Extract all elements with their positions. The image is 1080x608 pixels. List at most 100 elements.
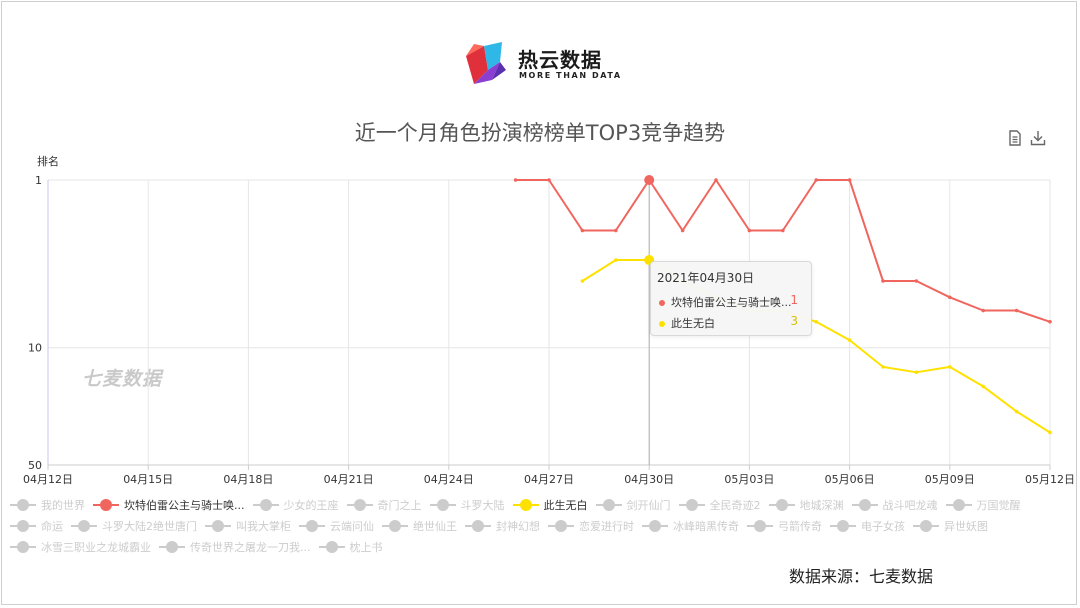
legend-symbol: [548, 519, 574, 532]
legend-item[interactable]: 冰峰暗黑传奇: [642, 517, 739, 534]
data-point: [881, 365, 885, 369]
legend-item[interactable]: 斗罗大陆: [429, 496, 505, 513]
legend-item[interactable]: 少女的王座: [252, 496, 339, 513]
chart-tooltip: 2021年04月30日 坎特伯雷公主与骑士唤... 1 此生无白 3: [650, 261, 812, 336]
tooltip-marker: [659, 320, 665, 327]
legend-label: 绝世仙王: [413, 519, 457, 533]
data-point: [680, 228, 685, 233]
legend-symbol: [678, 498, 705, 511]
x-tick-label: 04月30日: [624, 473, 674, 486]
x-tick-label: 04月18日: [223, 473, 273, 486]
data-point: [781, 228, 785, 233]
legend-symbol: [205, 519, 231, 532]
legend-item[interactable]: 异世妖图: [913, 517, 988, 534]
legend-label: 奇门之上: [377, 498, 422, 512]
data-point: [847, 178, 852, 182]
data-point: [547, 178, 551, 182]
legend-symbol: [10, 540, 36, 553]
legend-label: 万国觉醒: [976, 498, 1021, 512]
legend-symbol: [10, 519, 36, 532]
legend-symbol: [93, 498, 119, 511]
legend-item[interactable]: 弓箭传奇: [747, 517, 822, 534]
legend-item[interactable]: 叫我大掌柜: [205, 517, 291, 534]
legend-item[interactable]: 剑开仙门: [595, 496, 671, 513]
legend-item[interactable]: 奇门之上: [346, 496, 422, 513]
legend-symbol: [299, 519, 325, 532]
x-tick-label: 04月15日: [123, 473, 173, 486]
legend-item[interactable]: 恋爱进行时: [548, 517, 634, 534]
data-point: [714, 178, 718, 182]
legend-symbol: [252, 498, 279, 511]
tooltip-date: 2021年04月30日: [657, 271, 755, 285]
legend-label: 电子女孩: [861, 519, 905, 533]
tooltip-value: 1: [790, 293, 798, 307]
legend-item[interactable]: 万国觉醒: [945, 496, 1021, 513]
legend-label: 叫我大掌柜: [236, 519, 291, 533]
legend-symbol: [642, 519, 668, 532]
legend-item[interactable]: 封神幻想: [465, 517, 540, 534]
legend-item[interactable]: 我的世界: [10, 496, 85, 513]
data-view-icon[interactable]: [1005, 128, 1025, 148]
legend-item[interactable]: 此生无白: [512, 496, 588, 513]
legend-item[interactable]: 坎特伯雷公主与骑士唤...: [93, 496, 245, 513]
y-axis-label: 排名: [37, 155, 59, 168]
legend-label: 恋爱进行时: [579, 519, 634, 533]
legend-item[interactable]: 电子女孩: [830, 517, 905, 534]
legend-label: 我的世界: [41, 498, 85, 512]
y-tick-label: 10: [28, 342, 42, 355]
brand-name: 热云数据: [518, 48, 602, 72]
tooltip-row: 坎特伯雷公主与骑士唤... 1: [657, 293, 805, 315]
legend-item[interactable]: 战斗吧龙魂: [851, 496, 938, 513]
data-point: [914, 370, 919, 375]
brand-logo-icon: [466, 42, 506, 84]
legend-item[interactable]: 枕上书: [318, 538, 383, 555]
data-point: [814, 178, 818, 182]
tooltip-row: 此生无白 3: [657, 314, 805, 336]
legend-item[interactable]: 全民奇迹2: [678, 496, 761, 513]
legend-symbol: [595, 498, 622, 511]
legend-label: 命运: [41, 519, 63, 533]
data-point: [513, 178, 518, 182]
data-point: [580, 279, 585, 283]
tooltip-marker: [659, 299, 665, 306]
data-point: [1014, 409, 1019, 414]
y-tick-label: 1: [35, 174, 42, 187]
data-point: [948, 365, 952, 369]
legend-item[interactable]: 冰雪三职业之龙城霸业: [10, 538, 151, 555]
data-point: [644, 175, 655, 185]
chart-legend: 我的世界 坎特伯雷公主与骑士唤... 少女的王座 奇门之上 斗罗大陆 此生无白 剑开仙门 全民…: [10, 496, 1072, 555]
legend-item[interactable]: 传奇世界之屠龙一刀我...: [159, 538, 311, 555]
legend-label: 冰雪三职业之龙城霸业: [41, 540, 151, 554]
data-point: [981, 384, 985, 389]
data-point: [614, 258, 618, 262]
legend-symbol: [71, 519, 97, 532]
data-point: [580, 228, 585, 233]
legend-symbol: [10, 498, 36, 511]
data-point: [614, 228, 618, 233]
legend-item[interactable]: 地城深渊: [768, 496, 844, 513]
legend-item[interactable]: 云端问仙: [299, 517, 374, 534]
legend-symbol: [913, 519, 939, 532]
legend-label: 地城深渊: [799, 498, 844, 512]
watermark: 七麦数据: [82, 368, 163, 390]
legend-label: 剑开仙门: [626, 498, 671, 512]
legend-label: 全民奇迹2: [709, 498, 761, 512]
line-chart: 04月12日 04月15日 04月18日 04月21日 04月24日 04月27日 04月3…: [23, 174, 1075, 486]
legend-label: 异世妖图: [944, 519, 988, 533]
legend-label: 斗罗大陆: [460, 498, 505, 512]
legend-label: 战斗吧龙魂: [882, 498, 938, 512]
legend-symbol: [747, 519, 773, 532]
legend-label: 封神幻想: [496, 519, 540, 533]
legend-symbol: [512, 498, 539, 511]
legend-item[interactable]: 斗罗大陆2绝世唐门: [71, 517, 197, 534]
data-point: [747, 228, 752, 233]
x-tick-label: 05月06日: [825, 473, 875, 486]
chart-grid: [47, 179, 1051, 466]
download-icon[interactable]: [1028, 128, 1048, 148]
data-point: [847, 338, 852, 342]
legend-item[interactable]: 绝世仙王: [382, 517, 457, 534]
legend-symbol: [465, 519, 491, 532]
legend-item[interactable]: 命运: [10, 517, 63, 534]
data-point: [1048, 430, 1052, 435]
